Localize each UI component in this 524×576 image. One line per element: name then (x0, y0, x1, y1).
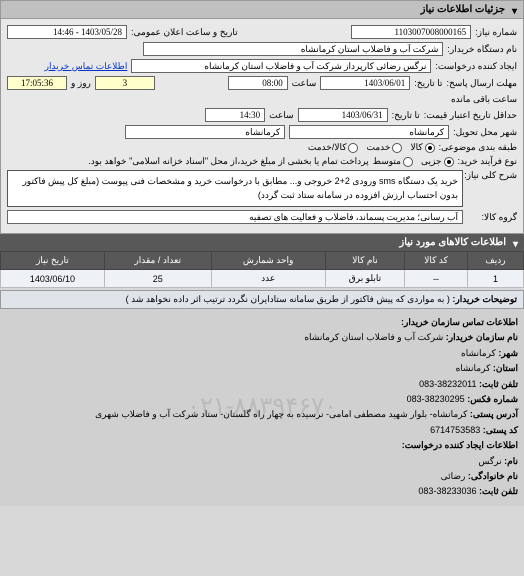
validity-date (298, 108, 388, 122)
process-motavaset[interactable]: متوسط (373, 156, 413, 167)
deadline-date (320, 76, 410, 90)
cell-code: -- (405, 270, 468, 288)
c-city-label: شهر: (498, 348, 518, 358)
org-label: نام دستگاه خریدار: (447, 44, 517, 55)
desc-box: خرید یک دستگاه sms ورودی 2+2 خروجی و... … (7, 170, 463, 207)
c-fax-label: شماره فکس: (467, 394, 518, 404)
c-addr: کرمانشاه- بلوار شهید مصطفی امامی- نرسیده… (95, 409, 467, 419)
c-org: شرکت آب و فاضلاب استان کرمانشاه (304, 332, 443, 342)
group-both[interactable]: کالا/خدمت (308, 142, 359, 153)
contact-title: اطلاعات تماس سازمان خریدار: (401, 317, 518, 327)
req-no-label: شماره نیاز: (475, 27, 517, 38)
c-name: نرگس (478, 456, 501, 466)
desc-label: شرح کلی نیاز: (467, 170, 517, 181)
contact-panel: ۰۲۱-۸۸۳۹۴۶۷۰ اطلاعات تماس سازمان خریدار:… (0, 309, 524, 506)
c-name-label: نام: (504, 456, 518, 466)
c-postal: 6714753583 (430, 425, 480, 435)
panel1-body: شماره نیاز: تاریخ و ساعت اعلان عمومی: نا… (1, 19, 523, 233)
col-row: ردیف (467, 252, 523, 270)
process-jozei[interactable]: جزیی (421, 156, 454, 167)
c-addr-label: آدرس پستی: (470, 409, 518, 419)
group-service[interactable]: خدمت (366, 142, 402, 153)
deadline-label: مهلت ارسال پاسخ: (446, 78, 517, 89)
col-code: کد کالا (405, 252, 468, 270)
note-text: ( به مواردی که پیش فاکتور از طریق سامانه… (126, 294, 450, 304)
cell-qty: 25 (104, 270, 211, 288)
panel2-title: اطلاعات کالاهای مورد نیاز (399, 237, 506, 248)
panel2-header[interactable]: ▾ اطلاعات کالاهای مورد نیاز (0, 234, 524, 251)
col-date: تاریخ نیاز (1, 252, 105, 270)
cat-label: گروه کالا: (467, 212, 517, 223)
buyer-note: توضیحات خریدار: ( به مواردی که پیش فاکتو… (0, 290, 524, 309)
time-label2: ساعت (269, 110, 294, 121)
creator-label: ایجاد کننده درخواست: (435, 61, 517, 72)
announce-input (7, 25, 127, 39)
cell-name: تابلو برق (325, 270, 404, 288)
process-note: پرداخت تمام یا بخشی از مبلغ خرید،از محل … (88, 156, 368, 167)
c-city: کرمانشاه (461, 348, 496, 358)
c-section2: اطلاعات ایجاد کننده درخواست: (402, 440, 518, 450)
remain-time (7, 76, 67, 90)
group-all[interactable]: کالا (410, 142, 434, 153)
collapse-icon: ▾ (509, 6, 517, 14)
c-phone2-label: تلفن ثابت: (479, 486, 518, 496)
process-radios: جزیی متوسط (373, 156, 454, 167)
process-label: نوع فرآیند خرید: (458, 156, 518, 167)
panel1-header[interactable]: ▾ جزئیات اطلاعات نیاز (1, 1, 523, 19)
col-unit: واحد شمارش (211, 252, 325, 270)
days-label: روز و (71, 78, 91, 89)
cell-unit: عدد (211, 270, 325, 288)
contact-link[interactable]: اطلاعات تماس خریدار (45, 61, 128, 72)
c-family-label: نام خانوادگی: (468, 471, 518, 481)
cat-input (7, 210, 463, 224)
remain-suffix: ساعت باقی مانده (451, 94, 517, 105)
cell-idx: 1 (467, 270, 523, 288)
c-fax: 38230295-083 (407, 394, 465, 404)
org-input (143, 42, 443, 56)
group-radios: کالا خدمت کالا/خدمت (308, 142, 435, 153)
deadline-to: تا تاریخ: (414, 78, 442, 89)
items-table: ردیف کد کالا نام کالا واحد شمارش تعداد /… (0, 251, 524, 288)
table-row[interactable]: 1 -- تابلو برق عدد 25 1403/06/10 (1, 270, 524, 288)
c-prov: کرمانشاه (456, 363, 491, 373)
delivery-city2 (125, 125, 285, 139)
note-label: توضیحات خریدار: (452, 294, 517, 304)
c-phone-label: تلفن ثابت: (479, 379, 518, 389)
announce-label: تاریخ و ساعت اعلان عمومی: (131, 27, 238, 38)
remain-days (95, 76, 155, 90)
collapse-icon-2: ▾ (510, 239, 518, 247)
deadline-time (228, 76, 288, 90)
time-label1: ساعت (292, 78, 317, 89)
delivery-city1 (289, 125, 449, 139)
validity-time (205, 108, 265, 122)
need-details-panel: ▾ جزئیات اطلاعات نیاز شماره نیاز: تاریخ … (0, 0, 524, 234)
col-qty: تعداد / مقدار (104, 252, 211, 270)
c-org-label: نام سازمان خریدار: (446, 332, 518, 342)
cell-date: 1403/06/10 (1, 270, 105, 288)
group-label: طبقه بندی موضوعی: (439, 142, 517, 153)
req-no-input (351, 25, 471, 39)
col-name: نام کالا (325, 252, 404, 270)
panel1-title: جزئیات اطلاعات نیاز (421, 4, 505, 15)
delivery-label: شهر محل تحویل: (453, 127, 517, 138)
c-phone: 38232011-083 (419, 379, 476, 389)
table-header-row: ردیف کد کالا نام کالا واحد شمارش تعداد /… (1, 252, 524, 270)
validity-to: تا تاریخ: (392, 110, 420, 121)
validity-label: حداقل تاریخ اعتبار قیمت: (424, 110, 517, 121)
c-prov-label: استان: (493, 363, 518, 373)
c-postal-label: کد پستی: (483, 425, 518, 435)
creator-input (131, 59, 431, 73)
c-family: رضائی (441, 471, 466, 481)
c-phone2: 38233036-083 (418, 486, 476, 496)
